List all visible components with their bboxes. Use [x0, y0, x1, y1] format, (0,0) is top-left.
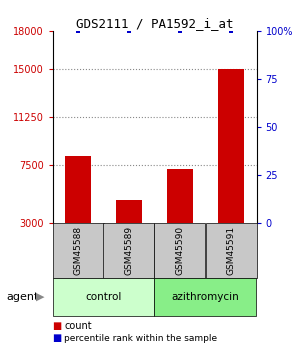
Text: ■: ■: [52, 321, 62, 331]
Point: [229, 28, 233, 34]
Text: GSM45588: GSM45588: [74, 226, 82, 275]
Bar: [167, 169, 193, 223]
Text: percentile rank within the sample: percentile rank within the sample: [64, 334, 218, 343]
Bar: [65, 156, 91, 223]
Text: GSM45590: GSM45590: [176, 226, 184, 275]
Text: control: control: [85, 292, 122, 302]
Text: GSM45591: GSM45591: [226, 226, 236, 275]
Text: count: count: [64, 321, 92, 331]
Bar: [116, 199, 142, 223]
Title: GDS2111 / PA1592_i_at: GDS2111 / PA1592_i_at: [76, 17, 233, 30]
Point: [127, 28, 131, 34]
Text: GSM45589: GSM45589: [124, 226, 134, 275]
Text: agent: agent: [6, 292, 38, 302]
Point: [178, 28, 182, 34]
Text: ■: ■: [52, 333, 62, 343]
Point: [76, 28, 80, 34]
Text: ▶: ▶: [36, 292, 45, 302]
Bar: [218, 69, 244, 223]
Text: azithromycin: azithromycin: [172, 292, 239, 302]
